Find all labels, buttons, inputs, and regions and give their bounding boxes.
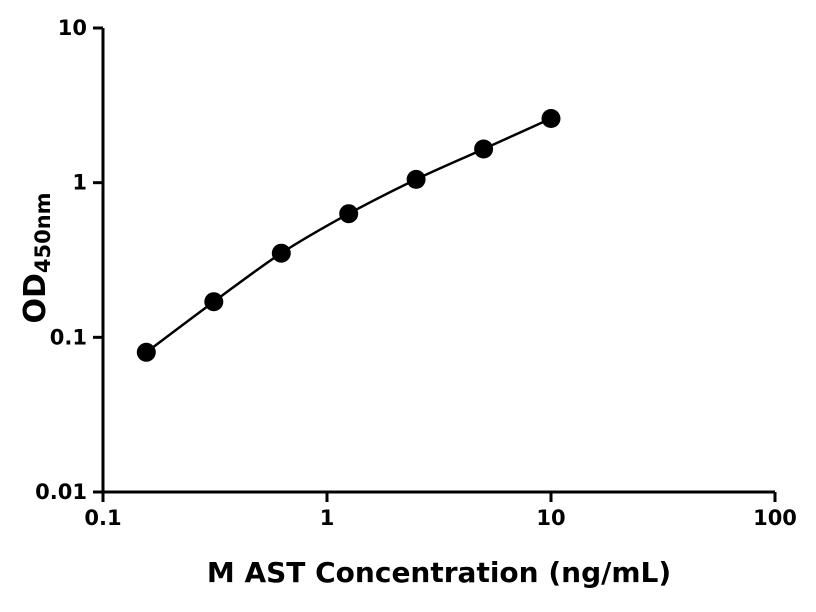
axes-spines [101, 28, 775, 494]
x-tick-label: 0.1 [84, 506, 121, 530]
y-tick-label: 0.01 [35, 480, 87, 504]
data-point-marker [541, 109, 561, 128]
y-axis-title-main: OD [18, 273, 53, 324]
y-axis-title-subscript: 450nm [31, 192, 55, 274]
data-point-marker [204, 292, 224, 312]
data-point-marker [271, 243, 291, 263]
x-axis-title: M AST Concentration (ng/mL) [206, 556, 672, 589]
y-tick-label: 10 [58, 16, 87, 40]
x-tick-label: 1 [320, 506, 335, 530]
data-point-marker [406, 169, 426, 189]
y-tick-label: 0.1 [50, 325, 87, 349]
data-point-marker [136, 342, 156, 362]
data-point-marker [474, 139, 494, 159]
data-point-marker [339, 204, 359, 224]
x-tick-label: 10 [536, 506, 565, 530]
y-tick-label: 1 [72, 171, 87, 195]
y-axis-title: OD450nm [18, 192, 55, 324]
x-tick-label: 100 [753, 506, 797, 530]
